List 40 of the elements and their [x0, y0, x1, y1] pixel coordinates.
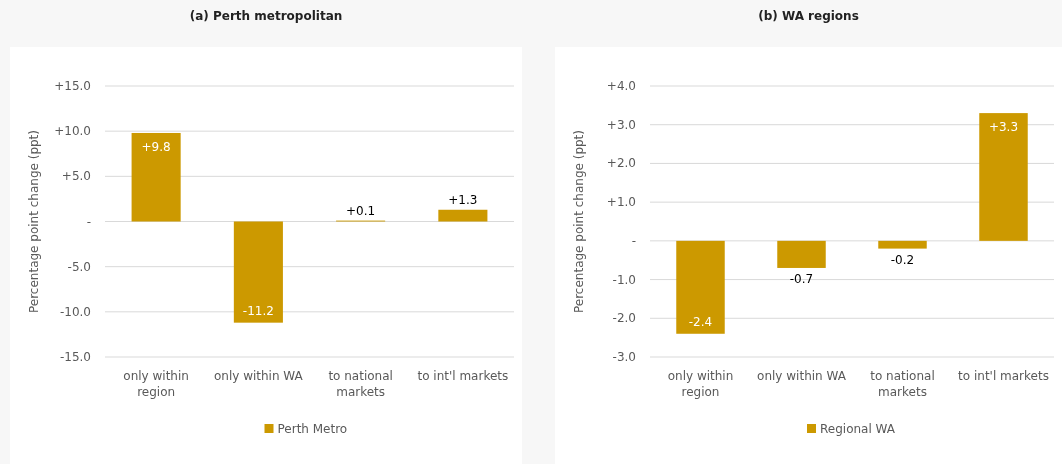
legend-label: Regional WA	[820, 422, 896, 436]
x-tick-label: only within WA	[757, 369, 847, 383]
y-axis-title: Percentage point change (ppt)	[27, 129, 41, 314]
bar	[131, 132, 181, 222]
y-tick-label: -1.0	[612, 272, 636, 287]
bar	[438, 209, 488, 222]
y-tick-label: +3.0	[606, 117, 636, 132]
x-tick-label: to int'l markets	[958, 369, 1049, 383]
y-tick-label: -	[86, 214, 91, 229]
x-tick-label: to int'l markets	[417, 369, 509, 383]
data-label: -0.2	[890, 252, 915, 267]
data-label: +0.1	[346, 203, 376, 218]
y-tick-label: +4.0	[606, 79, 636, 93]
y-tick-label: -15.0	[59, 350, 91, 364]
y-tick-label: -2.0	[612, 311, 636, 326]
data-label: +3.3	[988, 120, 1019, 135]
y-tick-label: +1.0	[606, 195, 636, 210]
y-tick-label: -	[631, 233, 636, 248]
x-tick-label: to national markets	[870, 369, 935, 399]
chart-title: (b) WA regions	[758, 9, 859, 23]
data-label: -0.7	[789, 271, 814, 286]
chart-title: (a) Perth metropolitan	[189, 9, 343, 23]
x-tick-label: only within region	[667, 369, 734, 399]
y-tick-label: -10.0	[59, 304, 91, 319]
data-label: +9.8	[141, 139, 171, 154]
y-axis-title: Percentage point change (ppt)	[572, 129, 586, 314]
data-label: -11.2	[242, 303, 274, 318]
legend-label: Perth Metro	[277, 422, 348, 436]
y-tick-label: +2.0	[606, 156, 636, 171]
y-tick-label: +10.0	[54, 124, 91, 139]
data-label: +1.3	[448, 192, 478, 207]
x-tick-label: only within WA	[213, 369, 304, 383]
y-tick-label: -3.0	[612, 350, 636, 364]
y-tick-label: -5.0	[67, 259, 91, 274]
x-tick-label: to national markets	[328, 369, 393, 399]
bar	[233, 221, 283, 323]
x-tick-label: only within region	[123, 369, 189, 399]
y-tick-label: +15.0	[54, 79, 91, 93]
data-label: -2.4	[688, 314, 713, 329]
y-tick-label: +5.0	[61, 169, 91, 184]
